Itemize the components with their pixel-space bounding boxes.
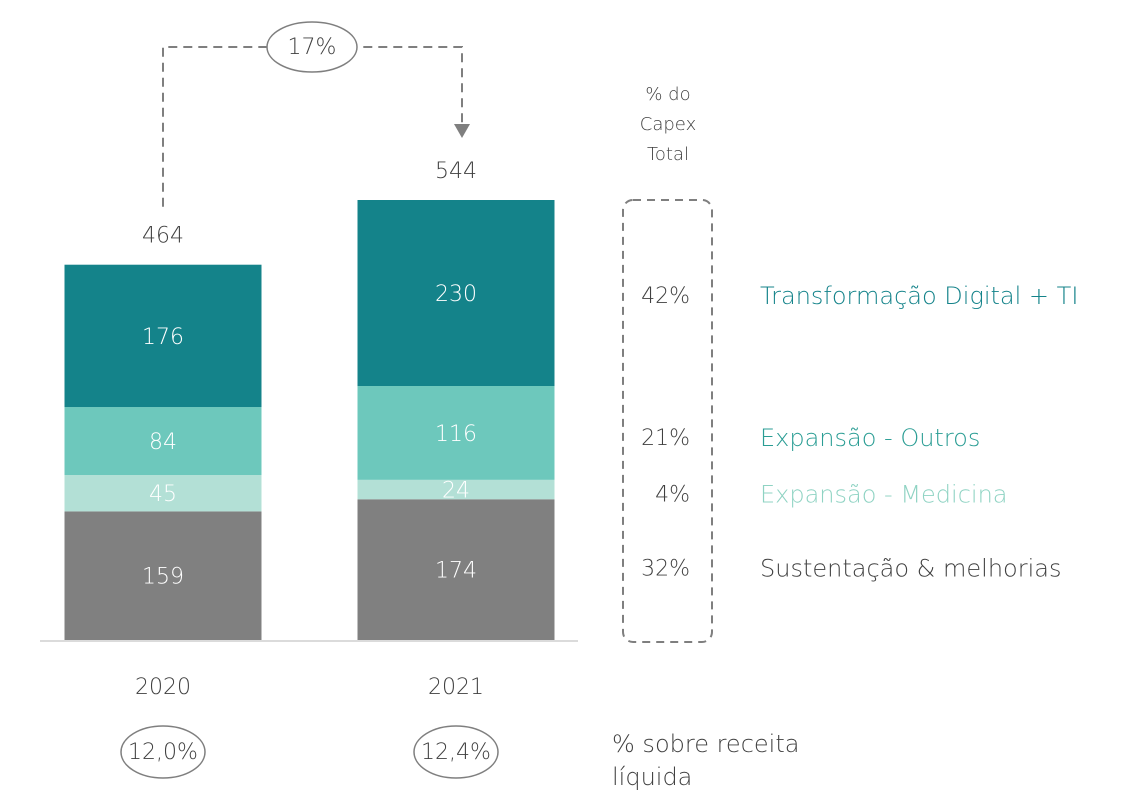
bar-segment <box>64 475 262 512</box>
bar-segment <box>357 479 555 500</box>
share-value: 21% <box>641 426 690 451</box>
bar-segment <box>64 264 262 408</box>
revenue-ellipse <box>413 725 499 779</box>
share-title: Capex <box>640 114 696 135</box>
revenue-title: % sobre receita <box>612 730 799 758</box>
segment-label: 174 <box>435 559 477 584</box>
share-value: 32% <box>641 557 690 582</box>
total-label: 544 <box>435 159 477 184</box>
legend-label: Sustentação & melhorias <box>760 555 1061 583</box>
segment-label: 116 <box>435 422 477 447</box>
revenue-ellipse <box>120 725 206 779</box>
revenue-share: 12,0% <box>128 740 198 765</box>
bar-segment <box>64 407 262 475</box>
legend-label: Expansão - Medicina <box>760 481 1008 509</box>
segment-label: 230 <box>435 282 477 307</box>
segment-label: 84 <box>149 430 177 455</box>
bar-segment <box>357 499 555 640</box>
share-value: 4% <box>655 483 690 508</box>
bar-segment <box>64 511 262 640</box>
bar-segment <box>357 386 555 480</box>
bar-segment <box>357 200 555 387</box>
growth-label: 17% <box>288 35 337 60</box>
legend-label: Transformação Digital + TI <box>760 282 1078 310</box>
share-value: 42% <box>641 284 690 309</box>
growth-arrow <box>162 46 463 207</box>
share-title: Total <box>647 144 689 165</box>
segment-label: 24 <box>442 479 470 504</box>
share-title: % do <box>645 84 690 105</box>
revenue-title: líquida <box>612 763 692 791</box>
x-tick-label: 2020 <box>135 675 191 700</box>
legend-label: Expansão - Outros <box>760 424 980 452</box>
arrow-head <box>454 124 470 138</box>
share-box <box>622 199 713 643</box>
segment-label: 159 <box>142 565 184 590</box>
x-tick-label: 2021 <box>428 675 484 700</box>
total-label: 464 <box>142 224 184 249</box>
growth-ellipse <box>266 21 358 73</box>
segment-label: 45 <box>149 482 177 507</box>
segment-label: 176 <box>142 325 184 350</box>
revenue-share: 12,4% <box>421 740 491 765</box>
